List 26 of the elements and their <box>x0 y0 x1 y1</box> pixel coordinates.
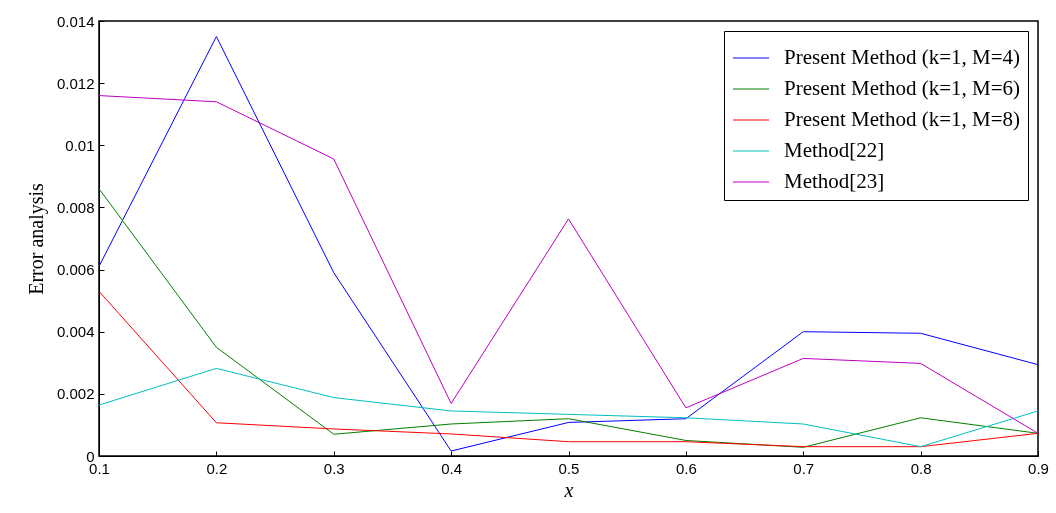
x-tick-label: 0.2 <box>206 459 228 477</box>
x-tick-label: 0.8 <box>910 459 932 477</box>
legend-label: Present Method (k=1, M=8) <box>784 107 1020 131</box>
y-tick-label: 0 <box>86 447 95 465</box>
y-axis-title: Error analysis <box>24 182 48 295</box>
x-tick-label: 0.3 <box>323 459 345 477</box>
x-tick-label: 0.9 <box>1028 459 1049 477</box>
x-tick-label: 0.5 <box>558 459 580 477</box>
y-tick-label: 0.004 <box>56 323 95 341</box>
y-tick-label: 0.014 <box>56 12 95 30</box>
line-series <box>99 36 1038 452</box>
line-series <box>99 290 1038 448</box>
y-tick-label: 0.01 <box>65 136 95 154</box>
y-tick-label: 0.012 <box>56 74 95 92</box>
x-tick-label: 0.4 <box>441 459 463 477</box>
x-tick-label: 0.7 <box>793 459 815 477</box>
legend-label: Method[22] <box>784 138 885 162</box>
line-series <box>99 367 1038 448</box>
y-tick-label: 0.006 <box>56 261 95 279</box>
x-axis-title: x <box>563 478 574 501</box>
y-tick-label: 0.008 <box>56 198 95 216</box>
legend-label: Method[23] <box>784 169 885 193</box>
legend-label: Present Method (k=1, M=4) <box>784 45 1020 69</box>
y-tick-label: 0.002 <box>56 385 95 403</box>
legend-label: Present Method (k=1, M=6) <box>784 76 1020 100</box>
x-tick-label: 0.6 <box>675 459 697 477</box>
